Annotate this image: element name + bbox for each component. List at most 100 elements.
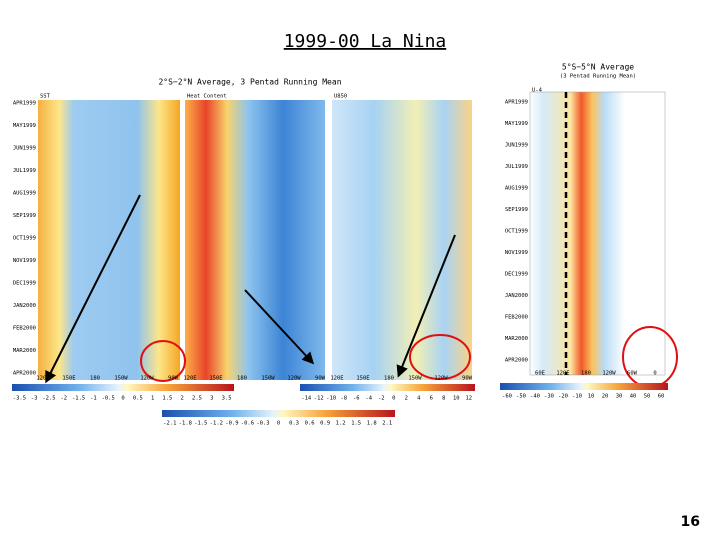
colorbar-label: -2 xyxy=(378,396,385,402)
lon-label: 180 xyxy=(384,376,394,382)
colorbar-label: -10 xyxy=(326,396,336,402)
page-number: 16 xyxy=(681,514,700,530)
colorbar-label: 1.8 xyxy=(367,421,377,427)
right-heading: 5°S−5°N Average xyxy=(562,63,634,72)
right-subheading: (3 Pentad Running Mean) xyxy=(560,74,636,80)
colorbar-label: 8 xyxy=(442,396,445,402)
lon-label: 150E xyxy=(62,376,75,382)
colorbar-label: 2 xyxy=(181,396,184,402)
colorbar-label: 2.1 xyxy=(382,421,392,427)
colorbar-label: -0.6 xyxy=(241,421,254,427)
colorbar-label: 0 xyxy=(121,396,124,402)
colorbar-label: -3.5 xyxy=(13,396,26,402)
colorbar-label: -0.9 xyxy=(225,421,238,427)
colorbar-label: 30 xyxy=(616,394,623,400)
lon-label: 120E xyxy=(183,376,196,382)
date-label: MAY1999 xyxy=(13,123,36,129)
colorbar-label: -1.5 xyxy=(72,396,85,402)
lon-label: 150E xyxy=(356,376,369,382)
date-label: APR1999 xyxy=(505,100,528,106)
colorbar-label: 0.9 xyxy=(320,421,330,427)
date-label: JUL1999 xyxy=(505,164,528,170)
panel-label: U-4 xyxy=(532,88,543,94)
colorbar-label: -8 xyxy=(340,396,347,402)
colorbar-label: -0.3 xyxy=(256,421,269,427)
panel-label: U850 xyxy=(334,94,347,100)
colorbar-label: -1.8 xyxy=(179,421,192,427)
u850-panel xyxy=(332,100,472,380)
colorbar-label: 0.6 xyxy=(305,421,315,427)
colorbar xyxy=(162,410,395,417)
sst-panel xyxy=(38,100,180,380)
date-label: JUN1999 xyxy=(505,143,528,149)
colorbar-label: -1.2 xyxy=(210,421,223,427)
lon-label: 180 xyxy=(581,371,591,377)
lon-label: 0 xyxy=(653,371,656,377)
colorbar-label: 6 xyxy=(430,396,433,402)
colorbar-label: -0.5 xyxy=(102,396,115,402)
heat-content-panel xyxy=(185,100,325,380)
colorbar-label: 50 xyxy=(644,394,651,400)
colorbar-label: 2 xyxy=(405,396,408,402)
right-panel xyxy=(529,91,666,376)
lon-label: 120E xyxy=(36,376,49,382)
date-label: MAR2000 xyxy=(505,336,528,342)
lon-label: 150E xyxy=(209,376,222,382)
lon-label: 90W xyxy=(462,376,473,382)
colorbar xyxy=(300,384,475,391)
date-label: APR2000 xyxy=(13,371,36,377)
colorbar xyxy=(12,384,234,391)
colorbar-label: 12 xyxy=(465,396,472,402)
date-label: JAN2000 xyxy=(505,293,528,299)
lon-label: 120W xyxy=(287,376,301,382)
date-label: JUN1999 xyxy=(13,146,36,152)
colorbar-label: -60 xyxy=(502,394,512,400)
lon-label: 90W xyxy=(168,376,179,382)
lon-label: 180 xyxy=(237,376,247,382)
colorbar-label: -50 xyxy=(516,394,526,400)
colorbar-label: -12 xyxy=(314,396,324,402)
date-label: APR1999 xyxy=(13,101,36,107)
colorbar-label: 3.5 xyxy=(222,396,232,402)
date-label: FEB2000 xyxy=(13,326,36,332)
lon-label: 150W xyxy=(408,376,422,382)
colorbar-label: 1.5 xyxy=(351,421,361,427)
lon-label: 150W xyxy=(261,376,275,382)
highlight-circle xyxy=(140,340,186,382)
arrow xyxy=(244,289,315,365)
colorbar-label: 0.5 xyxy=(133,396,143,402)
date-label: FEB2000 xyxy=(505,315,528,321)
date-label: AUG1999 xyxy=(505,186,528,192)
colorbar-label: -30 xyxy=(544,394,554,400)
colorbar-label: -10 xyxy=(572,394,582,400)
panel-label: SST xyxy=(40,94,51,100)
colorbar-label: -3 xyxy=(31,396,38,402)
date-label: NOV1999 xyxy=(505,250,528,256)
panel-label: Heat Content xyxy=(187,94,227,100)
colorbar-label: -20 xyxy=(558,394,568,400)
date-label: MAY1999 xyxy=(505,121,528,127)
date-label: DEC1999 xyxy=(13,281,36,287)
colorbar-label: -1 xyxy=(90,396,97,402)
date-label: AUG1999 xyxy=(13,191,36,197)
colorbar xyxy=(500,383,668,390)
colorbar-label: 40 xyxy=(630,394,637,400)
date-label: OCT1999 xyxy=(505,229,528,235)
colorbar-label: 10 xyxy=(453,396,460,402)
left-heading: 2°S−2°N Average, 3 Pentad Running Mean xyxy=(158,78,341,87)
date-label: JAN2000 xyxy=(13,303,36,309)
colorbar-label: -2.5 xyxy=(42,396,55,402)
colorbar-label: 60 xyxy=(658,394,665,400)
lon-label: 180 xyxy=(90,376,100,382)
colorbar-label: 1 xyxy=(151,396,154,402)
lon-label: 120E xyxy=(556,371,569,377)
colorbar-label: -2.1 xyxy=(163,421,176,427)
lon-label: 150W xyxy=(114,376,128,382)
date-label: MAR2000 xyxy=(13,348,36,354)
colorbar-label: 0 xyxy=(392,396,395,402)
lon-label: 120E xyxy=(330,376,343,382)
colorbar-label: 0 xyxy=(277,421,280,427)
highlight-circle xyxy=(409,334,471,380)
colorbar-label: 10 xyxy=(588,394,595,400)
